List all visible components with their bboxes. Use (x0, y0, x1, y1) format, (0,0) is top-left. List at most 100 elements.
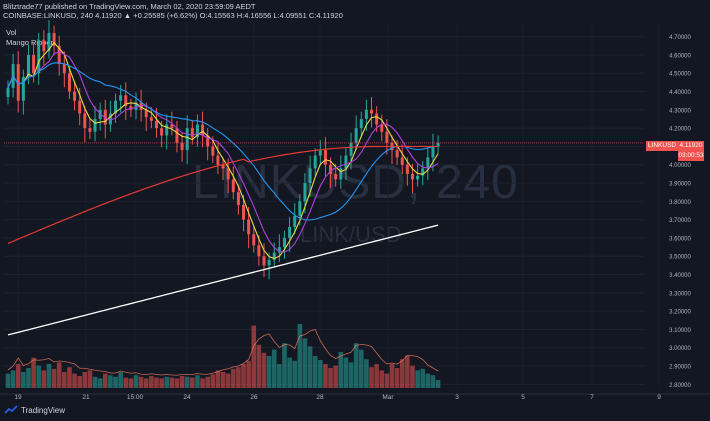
volume-bar (312, 356, 318, 388)
volume-bar (353, 343, 359, 388)
x-tick-label: 9 (657, 394, 661, 401)
volume-bar (143, 378, 149, 388)
candle-body (190, 128, 194, 138)
volume-bar (394, 368, 400, 388)
y-tick-label: 2.80000 (669, 383, 691, 389)
volume-bar (271, 349, 277, 388)
volume-bar (343, 357, 349, 388)
candle-body (257, 245, 261, 257)
y-tick-label: 4.00000 (669, 163, 691, 169)
x-tick-label: 5 (521, 394, 525, 401)
x-tick-label: Mar (382, 394, 394, 401)
candle-body (354, 128, 358, 143)
y-tick-label: 3.70000 (669, 218, 691, 224)
volume-bar (318, 360, 323, 388)
tradingview-brand: TradingView (21, 406, 66, 415)
volume-bar (82, 372, 88, 388)
volume-bar (164, 376, 170, 388)
volume-bar (113, 376, 118, 388)
volume-bar (200, 378, 205, 388)
tradingview-logo[interactable]: TradingView (4, 405, 65, 416)
x-tick-label: 26 (250, 394, 258, 401)
candle-body (375, 113, 379, 125)
y-tick-label: 4.50000 (669, 72, 691, 78)
volume-bar (210, 374, 216, 388)
candle-body (73, 91, 77, 101)
volume-bar (420, 368, 426, 388)
x-tick-label: 21 (82, 394, 90, 401)
candle-body (103, 109, 107, 125)
x-tick-label: 3 (455, 394, 459, 401)
candle-body (272, 252, 276, 260)
candle-body (154, 120, 158, 129)
volume-bar (184, 376, 190, 388)
volume-bar (261, 352, 267, 388)
volume-bar (384, 373, 390, 388)
candle-body (149, 117, 153, 121)
volume-bar (87, 370, 93, 388)
candle-body (98, 109, 102, 119)
candle-body (114, 100, 118, 114)
y-tick-label: 3.60000 (669, 236, 691, 242)
volume-bar (225, 373, 231, 388)
volume-bar (102, 373, 108, 388)
candle-body (170, 124, 174, 129)
candle-body (349, 142, 353, 156)
volume-bar (307, 346, 313, 388)
volume-bar (297, 324, 303, 388)
candle-body (93, 118, 97, 132)
watermark-pair: LINK/USD (300, 222, 402, 247)
volume-bar (430, 375, 436, 388)
volume-bar (10, 370, 16, 388)
volume-bar (236, 367, 241, 388)
volume-bar (41, 370, 47, 388)
candle-body (26, 54, 30, 77)
volume-bar (92, 376, 98, 388)
volume-ma-line (7, 329, 439, 376)
y-tick-label: 3.30000 (669, 291, 691, 297)
indicator-vol[interactable]: Vol (6, 28, 17, 37)
indicator-mango-ribbon[interactable]: Mango Ribbon (6, 38, 55, 47)
volume-bar (251, 325, 257, 388)
volume-bar (67, 367, 72, 388)
candle-body (293, 215, 297, 227)
y-tick-label: 2.90000 (669, 365, 691, 371)
y-tick-label: 3.20000 (669, 310, 691, 316)
candle-body (277, 247, 281, 253)
candle-body (359, 118, 363, 129)
candle-body (390, 142, 394, 151)
candle-body (83, 113, 87, 129)
candle-body (32, 54, 36, 74)
y-tick-label: 3.40000 (669, 273, 691, 279)
volume-bar (410, 365, 415, 388)
volume-bar (46, 364, 52, 388)
bar-countdown-tag: 03:00:53 (678, 151, 704, 161)
candle-body (124, 95, 128, 107)
volume-bar (348, 362, 354, 388)
candle-body (21, 76, 25, 101)
candle-body (160, 128, 164, 136)
x-tick-label: 15:00 (127, 394, 144, 401)
volume-bar (138, 376, 144, 388)
candle-body (165, 124, 169, 136)
symbol-label: COINBASE:LINKUSD, 240 (3, 11, 94, 20)
volume-bar (399, 359, 405, 388)
volume-bar (241, 364, 246, 388)
volume-bar (149, 376, 154, 388)
symbol-price-tag: LINKUSD (646, 141, 678, 151)
volume-bar (379, 370, 385, 388)
volume-bar (15, 364, 21, 388)
y-tick-label: 3.10000 (669, 328, 691, 334)
volume-bar (302, 338, 308, 388)
candle-body (62, 64, 66, 74)
candle-body (88, 128, 92, 132)
volume-bar (72, 373, 77, 388)
volume-bar (364, 359, 369, 388)
volume-bar (123, 377, 129, 388)
volume-bar (287, 357, 292, 388)
volume-bar (128, 378, 134, 388)
y-tick-label: 3.80000 (669, 200, 691, 206)
last-price-tag: 4.11920 (678, 141, 704, 151)
